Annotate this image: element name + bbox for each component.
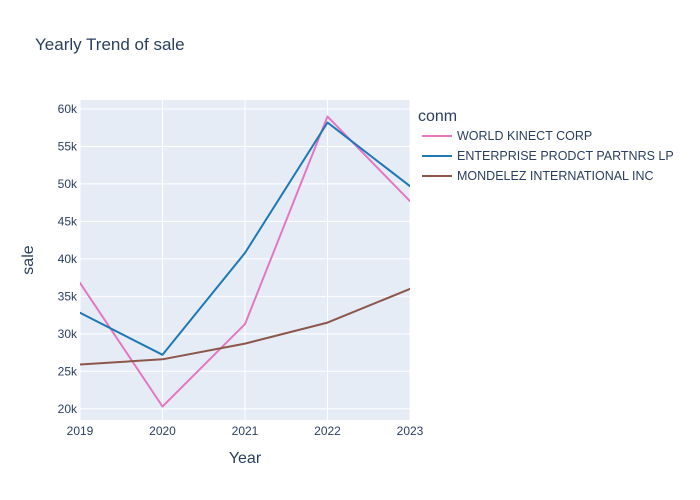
x-tick-label: 2023 (397, 424, 424, 438)
y-tick-label: 40k (58, 252, 78, 266)
x-tick-label: 2020 (149, 424, 176, 438)
legend-label: WORLD KINECT CORP (457, 129, 592, 143)
x-gridlines (79, 100, 411, 420)
series-line (80, 287, 410, 366)
y-tick-label: 20k (58, 402, 78, 416)
x-tick-label: 2019 (67, 424, 94, 438)
legend: conm WORLD KINECT CORP ENTERPRISE PRODCT … (418, 108, 674, 183)
legend-label: ENTERPRISE PRODCT PARTNRS LP (457, 149, 674, 163)
x-axis-title: Year (229, 450, 262, 467)
series-line (80, 121, 410, 356)
y-tick-label: 60k (58, 102, 78, 116)
x-tick-label: 2021 (232, 424, 259, 438)
x-tick-label: 2022 (314, 424, 341, 438)
y-tick-label: 50k (58, 177, 78, 191)
y-tick-label: 45k (58, 214, 78, 228)
x-axis-ticks: 2019 2020 2021 2022 2023 (67, 424, 424, 438)
series-layer (80, 115, 410, 408)
y-axis-ticks: 20k 25k 30k 35k 40k 45k 50k 55k 60k (58, 102, 78, 416)
y-tick-label: 55k (58, 139, 78, 153)
y-tick-label: 35k (58, 289, 78, 303)
legend-label: MONDELEZ INTERNATIONAL INC (457, 169, 654, 183)
chart-title: Yearly Trend of sale (35, 35, 185, 54)
y-tick-label: 25k (58, 364, 78, 378)
y-tick-label: 30k (58, 327, 78, 341)
legend-title: conm (418, 108, 457, 125)
y-axis-title: sale (20, 245, 37, 274)
